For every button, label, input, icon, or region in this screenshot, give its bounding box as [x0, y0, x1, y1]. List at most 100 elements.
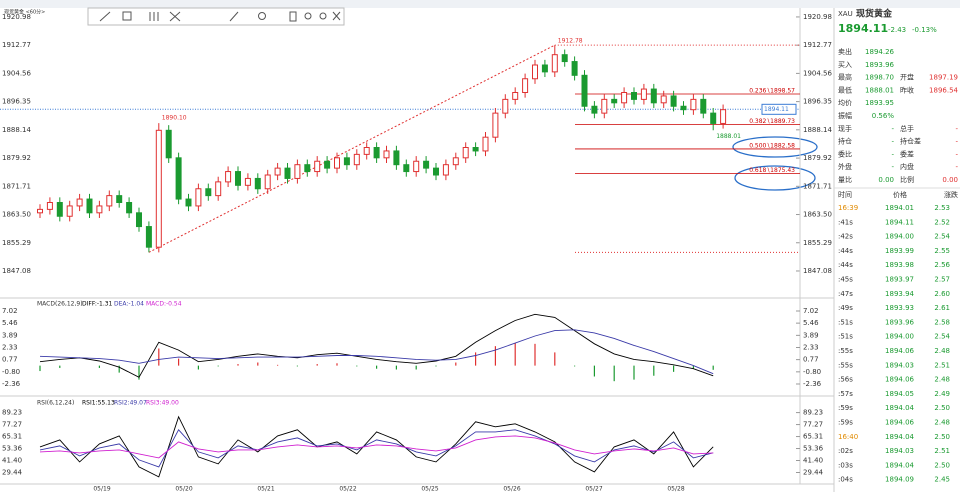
drawing-toolbar[interactable] [87, 7, 345, 26]
candle-body [423, 160, 430, 169]
candle-body [274, 167, 281, 176]
candle-body [334, 157, 340, 169]
tick-change: 2.50 [934, 433, 950, 441]
tick-change: 2.48 [934, 419, 950, 427]
y-tick-label: 3.89 [803, 331, 819, 339]
tick-header: 涨跌 [944, 190, 958, 199]
y-tick-label: 29.44 [803, 468, 824, 476]
tick-time: :59s [838, 419, 853, 427]
candle-body [116, 195, 123, 203]
quote-label: 持仓 [838, 137, 852, 146]
y-tick-label-left: 1920.98 [2, 13, 31, 21]
pane-legend: DEA:-1.04 [114, 301, 144, 308]
tick-change: 2.52 [934, 218, 950, 226]
candle-body [640, 88, 647, 100]
quote-label: 比例 [900, 175, 914, 184]
candle-body [551, 54, 558, 73]
candle-body [522, 78, 529, 93]
candle-body [244, 177, 251, 186]
y-tick-label: 77.27 [803, 421, 823, 429]
y-tick-label-left: 1879.92 [2, 154, 31, 162]
candle-body [284, 167, 291, 179]
fib-label: 0.382∖1889.73 [749, 118, 795, 125]
tick-price: 1894.11 [885, 218, 914, 226]
tick-change: 2.48 [934, 376, 950, 384]
pane-legend: RSI1:55.13 [82, 400, 115, 407]
rsi2-line [39, 429, 714, 468]
tick-time: :51s [838, 333, 853, 341]
candle-body [621, 92, 628, 104]
tick-change: 2.45 [934, 476, 950, 484]
tick-price: 1894.00 [885, 233, 914, 241]
tick-time: :44s [838, 247, 853, 255]
tick-price: 1893.98 [885, 261, 914, 269]
tick-change: 2.50 [934, 404, 950, 412]
candle-body [492, 112, 499, 138]
candle-body [264, 174, 271, 190]
last-price-label: 1894.11 [764, 106, 789, 113]
candle-body [205, 188, 212, 197]
y-tick-label-left: 0.77 [2, 356, 18, 364]
tick-price: 1894.04 [885, 404, 914, 412]
candle-body [294, 164, 301, 179]
candle-body [195, 188, 202, 207]
tick-time: :42s [838, 233, 853, 241]
tick-price: 1894.03 [885, 361, 914, 369]
tick-change: 2.57 [934, 276, 950, 284]
quote-label: 量比 [838, 175, 852, 184]
price-annotation: 1890.10 [162, 115, 187, 122]
fib-label: 0.618∖1875.43 [749, 167, 795, 174]
candle-body [314, 160, 321, 173]
candle-body [393, 150, 400, 166]
highlight-ellipse [732, 136, 818, 158]
y-tick-label-left: 65.31 [2, 433, 22, 441]
tick-change: 2.61 [934, 304, 950, 312]
candle-body [46, 202, 53, 210]
tick-price: 1894.01 [885, 204, 914, 212]
quote-value: - [891, 163, 894, 171]
symbol-label: 现货黄金 <60分> [4, 9, 45, 16]
diff-line [39, 313, 714, 378]
candle-body [254, 177, 261, 190]
candle-body [363, 147, 370, 155]
y-tick-label-left: 1863.50 [2, 211, 31, 219]
quote-value: 1893.95 [865, 99, 894, 107]
top-bar [0, 0, 960, 8]
candle-body [126, 202, 133, 214]
pane-legend: MACD:-0.54 [146, 301, 182, 308]
quote-label: 现手 [838, 124, 852, 133]
x-tick-label: 05/28 [667, 486, 684, 492]
y-tick-label-left: 7.02 [2, 307, 18, 315]
y-tick-label: 1888.14 [803, 126, 832, 134]
candle-body [343, 157, 350, 166]
quote-value: 0.00 [878, 176, 894, 184]
tick-time: :56s [838, 376, 853, 384]
candle-body [413, 160, 420, 173]
candle-body [433, 167, 439, 176]
y-tick-label-left: 1855.29 [2, 239, 31, 247]
candle-body [155, 129, 162, 248]
quote-label: 外盘 [838, 162, 852, 171]
y-tick-label-left: 1888.14 [2, 126, 31, 134]
y-tick-label-left: 29.44 [2, 468, 23, 476]
tick-price: 1894.06 [885, 376, 914, 384]
candle-body [541, 64, 548, 73]
tick-price: 1894.03 [885, 447, 914, 455]
quote-value: 0.00 [942, 176, 958, 184]
tick-change: 2.50 [934, 461, 950, 469]
fib-label: 0.500∖1882.58 [749, 142, 795, 149]
quote-value: 1894.26 [865, 48, 894, 56]
candle-body [185, 198, 192, 207]
tick-price: 1894.06 [885, 347, 914, 355]
candle-body [353, 153, 360, 166]
candle-body [76, 198, 83, 207]
y-tick-label: 2.33 [803, 343, 819, 351]
candle-body [571, 61, 578, 76]
candle-body [145, 226, 152, 248]
quote-label: 持仓差 [900, 137, 921, 146]
price-annotation: 1888.01 [716, 133, 741, 140]
tick-time: 16:40 [838, 433, 858, 441]
quote-label: 委比 [838, 149, 852, 158]
panel-change-pct: -0.13% [912, 26, 937, 34]
pane-legend: RSI3:49.00 [146, 400, 179, 407]
